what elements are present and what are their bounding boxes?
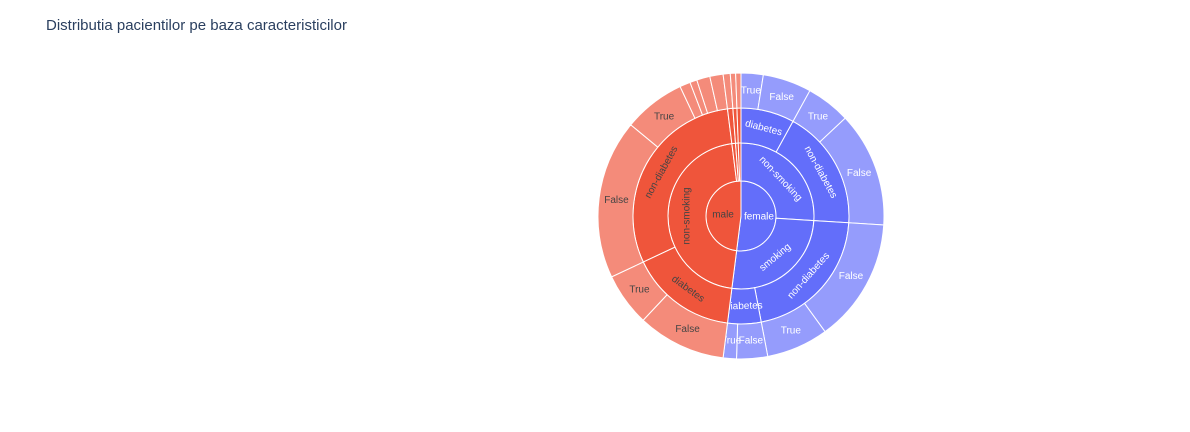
sector-label: male xyxy=(712,209,734,220)
sector-label: female xyxy=(744,212,774,223)
sector-label: False xyxy=(604,195,629,206)
sector-male-level3[interactable] xyxy=(735,72,742,109)
sector-label: True xyxy=(808,111,829,122)
sector-label: False xyxy=(769,92,794,103)
sector-label: True xyxy=(781,326,802,337)
chart-title: Distributia pacientilor pe baza caracter… xyxy=(46,17,347,34)
sector-label: False xyxy=(839,271,864,282)
sector-label: non-smoking xyxy=(682,187,693,244)
sector-label: True xyxy=(741,85,762,96)
sector-label: False xyxy=(847,168,872,179)
sector-label: True xyxy=(629,284,650,295)
sector-label: True xyxy=(654,111,675,122)
sector-label: True xyxy=(721,336,742,347)
sector-label: False xyxy=(675,324,700,335)
sector-label: False xyxy=(739,336,764,347)
sector-label: diabetes xyxy=(725,300,763,312)
